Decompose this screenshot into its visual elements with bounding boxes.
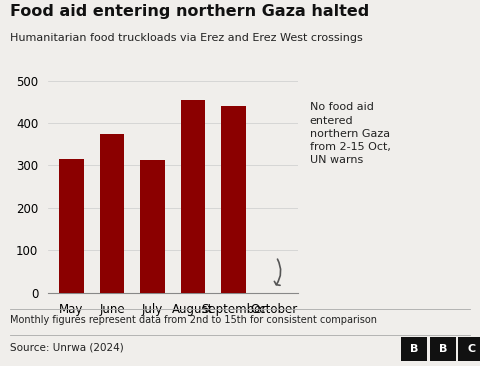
- Text: Food aid entering northern Gaza halted: Food aid entering northern Gaza halted: [10, 4, 369, 19]
- Text: Humanitarian food truckloads via Erez and Erez West crossings: Humanitarian food truckloads via Erez an…: [10, 33, 362, 43]
- Bar: [140, 160, 165, 293]
- Text: B: B: [439, 344, 447, 354]
- Text: Source: Unrwa (2024): Source: Unrwa (2024): [10, 342, 123, 352]
- Text: C: C: [468, 344, 476, 354]
- Bar: [221, 106, 246, 293]
- Bar: [60, 159, 84, 293]
- Bar: [100, 134, 124, 293]
- Bar: [181, 100, 205, 293]
- Text: No food aid
entered
northern Gaza
from 2-15 Oct,
UN warns: No food aid entered northern Gaza from 2…: [310, 102, 390, 165]
- Text: B: B: [410, 344, 418, 354]
- Text: Monthly figures represent data from 2nd to 15th for consistent comparison: Monthly figures represent data from 2nd …: [10, 315, 377, 325]
